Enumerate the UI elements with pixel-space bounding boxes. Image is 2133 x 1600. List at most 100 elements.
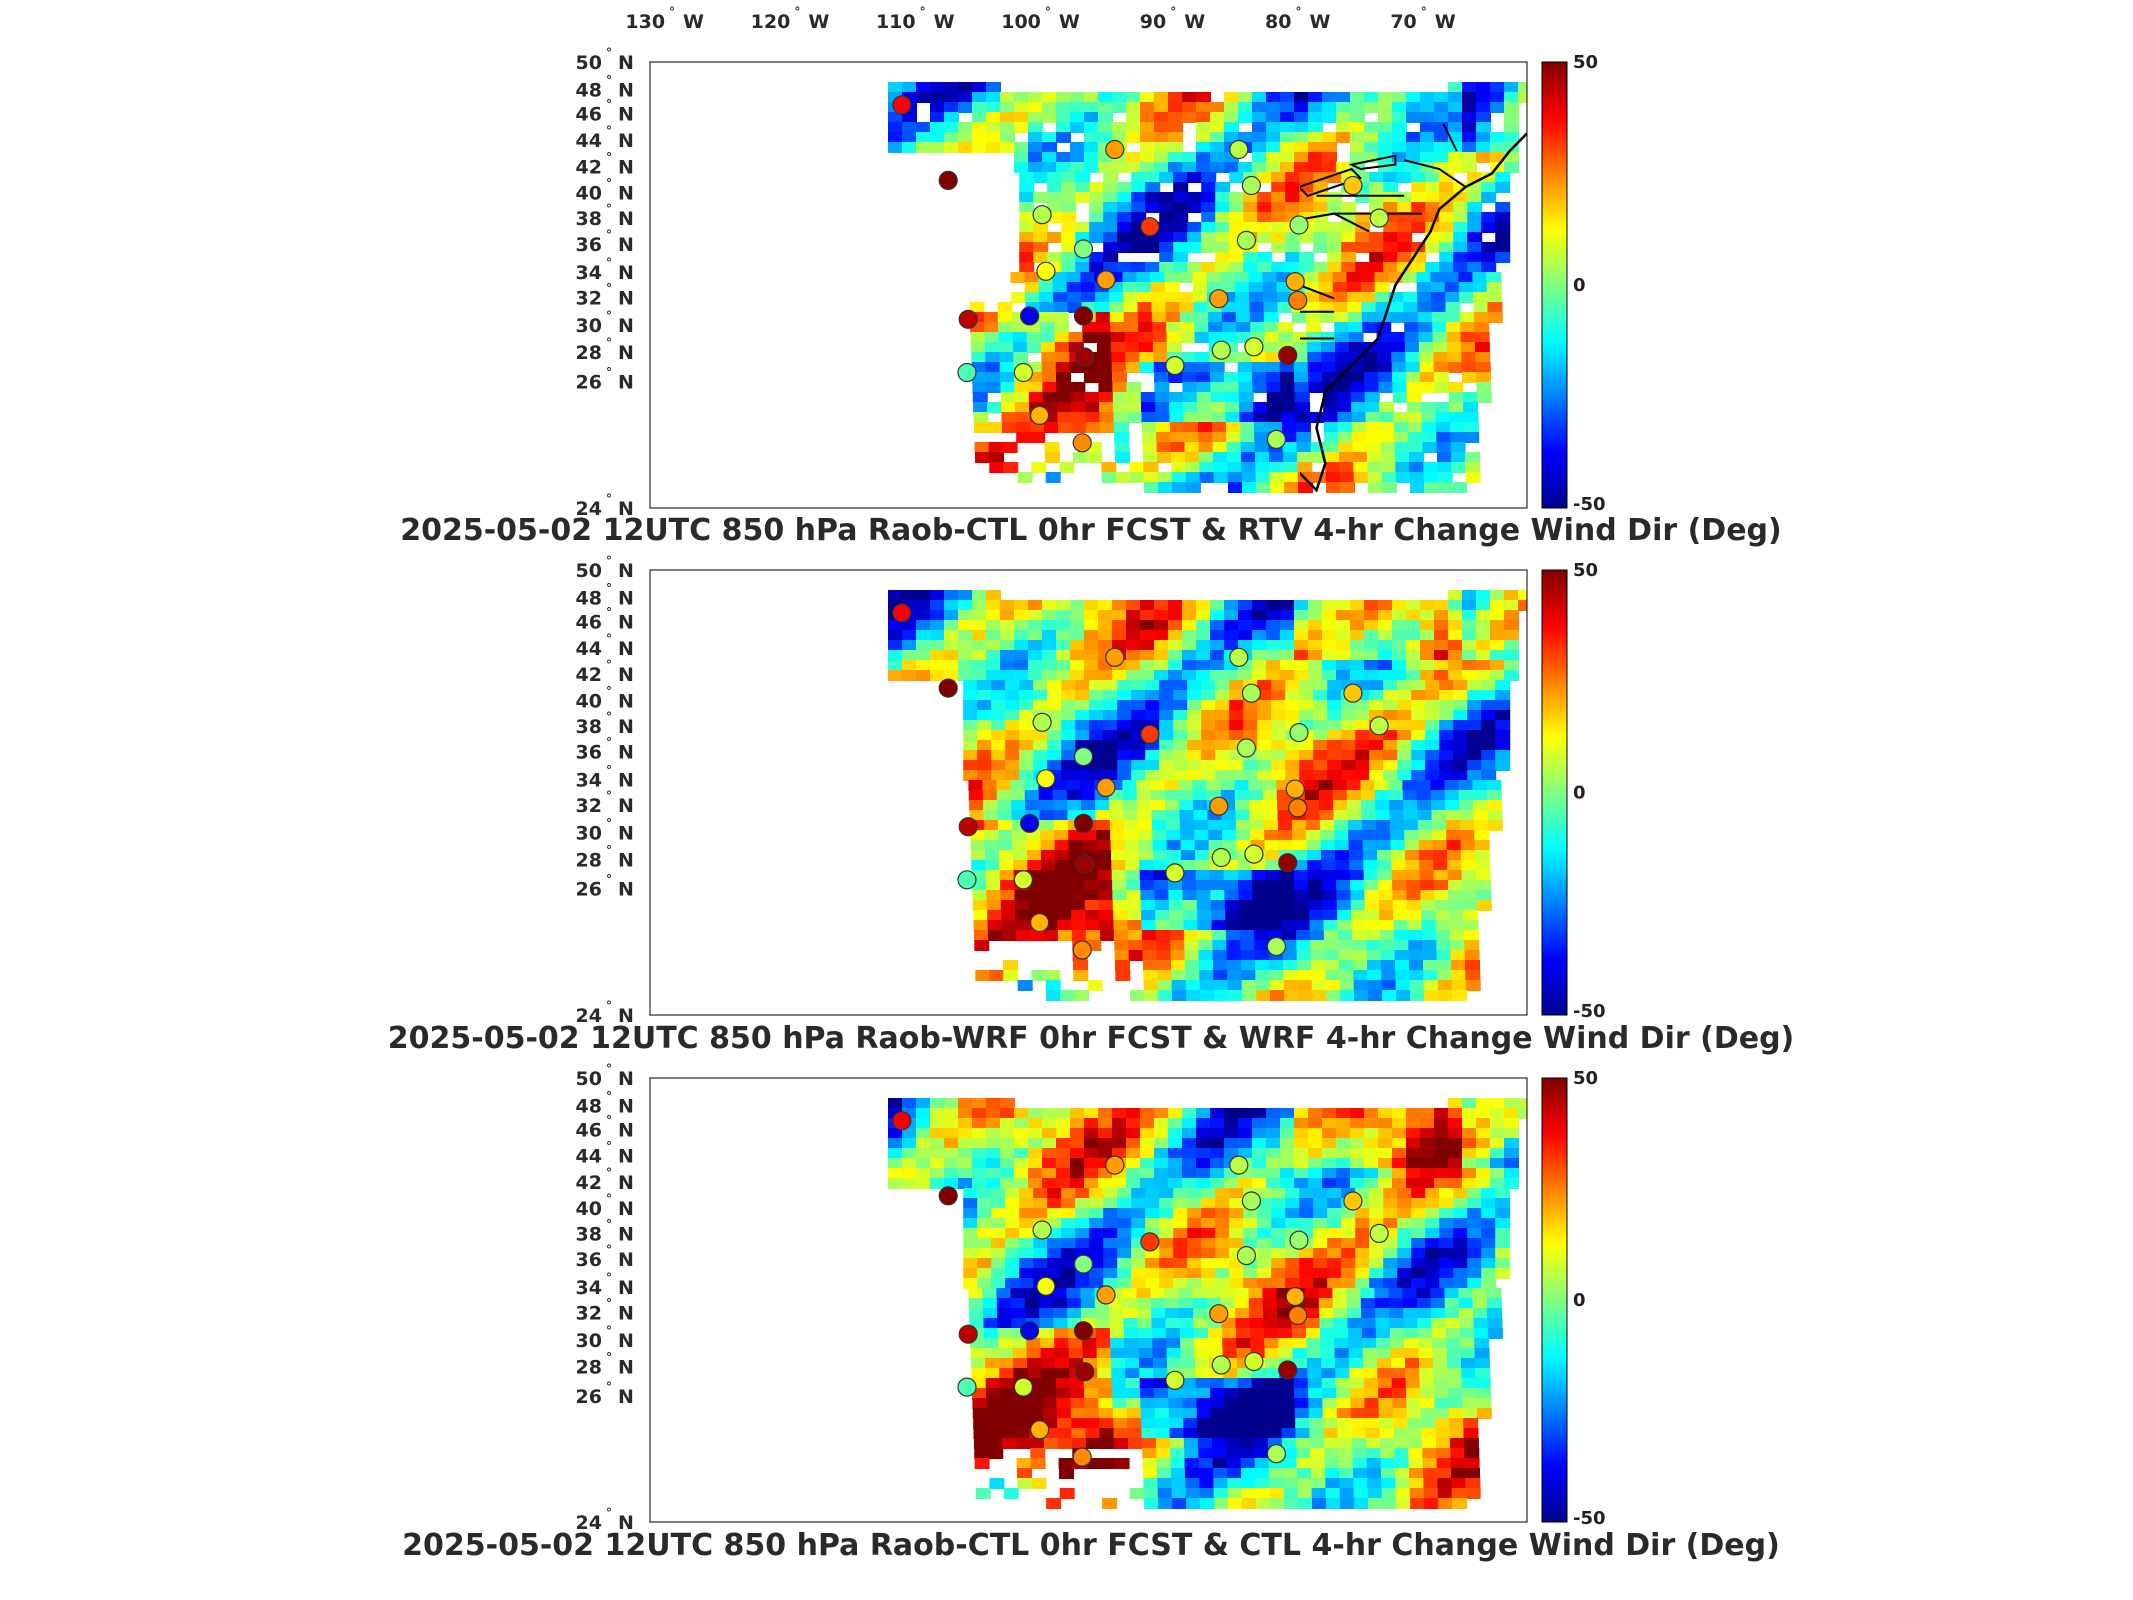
field-cell	[1305, 800, 1321, 811]
field-cell	[1126, 92, 1141, 103]
field-cell	[1453, 710, 1469, 721]
field-cell	[1226, 1458, 1242, 1469]
field-cell	[1280, 132, 1295, 143]
field-cell	[1326, 482, 1341, 493]
field-cell	[1325, 462, 1341, 473]
field-cell	[1011, 1328, 1027, 1339]
field-cell	[1251, 1368, 1267, 1379]
field-cell	[1271, 262, 1287, 273]
field-cell	[1180, 332, 1196, 343]
field-cell	[1044, 442, 1060, 453]
field-cell	[1084, 890, 1100, 901]
lat-suffix: N	[618, 1068, 634, 1090]
field-cell	[1168, 630, 1183, 641]
field-cell	[1374, 780, 1390, 791]
field-cell	[1406, 1178, 1421, 1189]
raob-station-marker	[1019, 813, 1040, 833]
field-cell	[1056, 1178, 1071, 1189]
field-cell	[1410, 482, 1425, 493]
field-cell	[1383, 750, 1399, 761]
field-cell	[1336, 1138, 1351, 1149]
field-cell	[1033, 1188, 1049, 1199]
field-cell	[1115, 960, 1130, 971]
field-cell	[1486, 780, 1502, 791]
field-cell	[1197, 1418, 1213, 1429]
field-cell	[1280, 880, 1296, 891]
field-cell	[972, 640, 987, 651]
field-cell	[1416, 780, 1432, 791]
field-cell	[1339, 1478, 1355, 1489]
field-cell	[984, 342, 1000, 353]
field-cell	[1131, 1188, 1147, 1199]
field-cell	[1280, 660, 1295, 671]
field-cell	[1394, 432, 1410, 443]
field-cell	[1047, 750, 1063, 761]
field-cell	[1252, 1118, 1267, 1129]
field-cell	[1237, 860, 1253, 871]
field-cell	[1159, 1258, 1175, 1269]
field-cell	[1308, 630, 1323, 641]
field-cell	[1277, 820, 1293, 831]
field-cell	[916, 122, 931, 133]
field-cell	[1159, 1278, 1175, 1289]
field-cell	[1187, 1258, 1203, 1269]
field-cell	[1000, 1118, 1015, 1129]
field-cell	[1042, 610, 1057, 621]
field-cell	[1308, 152, 1323, 163]
field-cell	[1178, 790, 1194, 801]
field-cell	[1225, 910, 1241, 921]
field-cell	[1327, 192, 1343, 203]
field-cell	[1155, 422, 1171, 433]
field-cell	[1278, 1338, 1294, 1349]
field-cell	[1295, 422, 1311, 433]
field-cell	[968, 780, 984, 791]
field-cell	[1467, 202, 1483, 213]
field-cell	[1014, 162, 1029, 173]
field-cell	[1150, 282, 1166, 293]
field-cell	[1461, 352, 1477, 363]
field-cell	[1038, 790, 1054, 801]
field-cell	[1196, 660, 1211, 671]
field-cell	[1026, 322, 1042, 333]
field-cell	[1266, 1138, 1281, 1149]
lat-label-48: 48	[576, 80, 602, 102]
field-cell	[1277, 810, 1293, 821]
field-cell	[1222, 1348, 1238, 1359]
field-cell	[1141, 1428, 1157, 1439]
field-cell	[1113, 402, 1129, 413]
field-cell	[944, 640, 959, 651]
field-cell	[1448, 1128, 1463, 1139]
field-cell	[1353, 1468, 1368, 1479]
field-cell	[1141, 910, 1157, 921]
field-cell	[1151, 1308, 1167, 1319]
field-cell	[1430, 1288, 1446, 1299]
field-cell	[1042, 1388, 1058, 1399]
field-cell	[1403, 302, 1419, 313]
field-cell	[1327, 172, 1343, 183]
field-cell	[1201, 680, 1217, 691]
field-cell	[1000, 610, 1015, 621]
field-cell	[1434, 670, 1449, 681]
field-cell	[1243, 700, 1259, 711]
field-cell	[1361, 820, 1377, 831]
field-cell	[1351, 910, 1367, 921]
field-cell	[1462, 1398, 1478, 1409]
field-cell	[1112, 1148, 1127, 1159]
field-cell	[1383, 262, 1399, 273]
field-cell	[1378, 900, 1394, 911]
field-cell	[1311, 452, 1326, 463]
field-cell	[1374, 272, 1390, 283]
field-cell	[1476, 900, 1492, 911]
field-cell	[1145, 690, 1161, 701]
field-cell	[1296, 432, 1312, 443]
field-cell	[1241, 472, 1257, 483]
field-cell	[1406, 630, 1421, 641]
field-cell	[958, 660, 973, 671]
raob-station-marker	[1241, 1191, 1262, 1211]
field-cell	[1117, 1218, 1133, 1229]
field-cell	[1425, 202, 1441, 213]
field-cell	[1128, 950, 1144, 961]
field-cell	[1028, 620, 1043, 631]
lat-suffix: N	[618, 208, 634, 230]
field-cell	[1211, 1418, 1227, 1429]
